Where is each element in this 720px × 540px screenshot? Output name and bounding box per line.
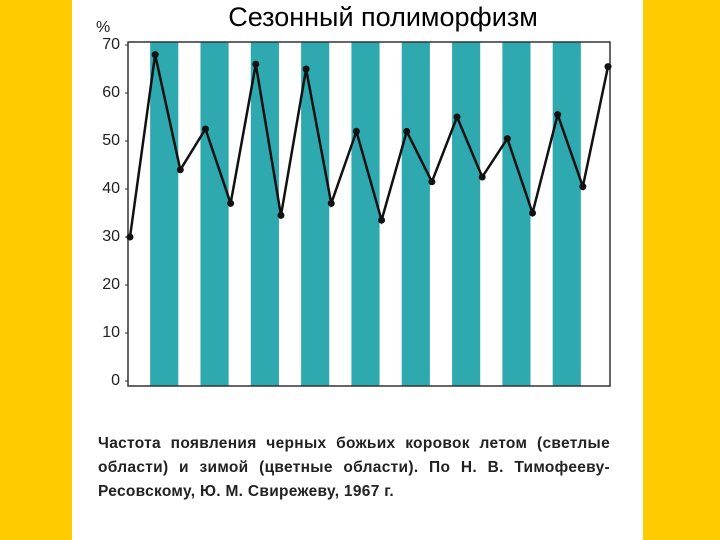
slide-title: Сезонный полиморфизм [228,2,538,32]
data-point [151,51,159,59]
y-tick-label: 50 [102,132,120,149]
plot-frame [127,41,611,387]
y-tick-label: 0 [111,372,120,389]
winter-band [200,42,229,386]
winter-band [552,42,581,386]
data-point [529,209,537,217]
data-point [352,127,360,135]
data-point [277,211,285,219]
winter-band [502,42,531,386]
winter-band [401,42,430,386]
data-point [503,135,511,143]
data-point [579,183,587,191]
y-tick-label: 20 [102,276,120,293]
caption: Частота появления черных божьих коровок … [98,435,610,500]
winter-band [452,42,481,386]
data-point [302,65,310,73]
y-tick-label: 10 [102,324,120,341]
data-point [453,113,461,121]
data-point [252,60,260,68]
data-point [403,127,411,135]
y-tick-label: 70 [102,36,120,53]
data-point [126,233,134,241]
data-point [428,178,436,186]
data-point [201,125,209,133]
winter-band [301,42,330,386]
winter-band [351,42,380,386]
data-point [378,216,386,224]
data-point [327,199,335,207]
data-point [604,63,612,71]
y-axis-label: % [96,19,110,36]
y-tick-label: 40 [102,180,120,197]
data-point [478,173,486,181]
y-tick-label: 60 [102,84,120,101]
winter-band [250,42,279,386]
data-point [176,166,184,174]
data-point [554,111,562,119]
y-tick-label: 30 [102,228,120,245]
series-line [128,54,610,238]
data-point [227,199,235,207]
